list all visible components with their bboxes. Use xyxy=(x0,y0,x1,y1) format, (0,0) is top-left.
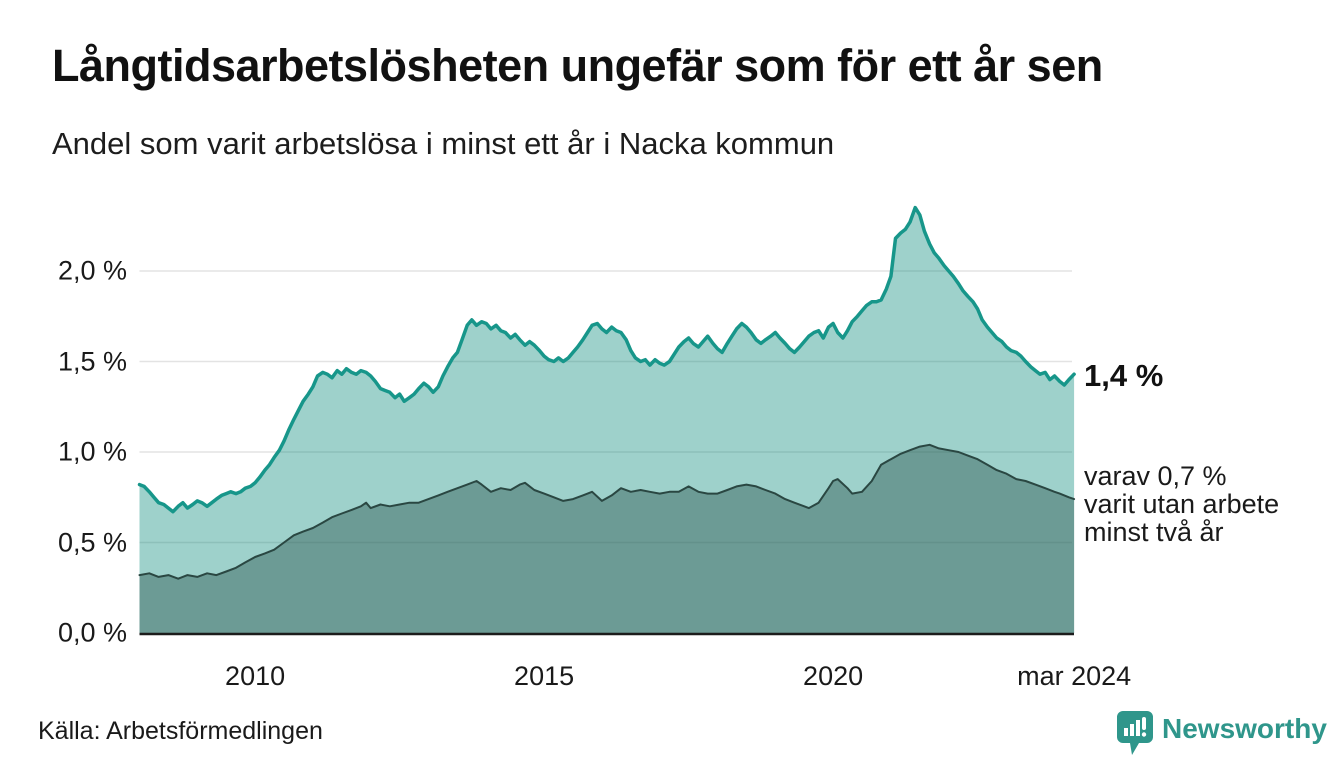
bar-1 xyxy=(1124,728,1128,736)
x-axis-label: mar 2024 xyxy=(1017,661,1132,691)
newsworthy-bubble-icon xyxy=(1117,711,1153,755)
newsworthy-logo: Newsworthy xyxy=(1116,710,1327,756)
brand-name: Newsworthy xyxy=(1162,713,1327,744)
x-axis-label: 2020 xyxy=(803,661,864,691)
area-fill-two-years xyxy=(139,444,1075,633)
bubble-shape xyxy=(1117,711,1153,755)
x-axis-label: 2010 xyxy=(225,661,286,691)
latest-value-label: 1,4 % xyxy=(1084,358,1164,393)
secondary-annotation: varav 0,7 % varit utan arbete minst två … xyxy=(1084,461,1280,547)
y-axis-label: 1,5 % xyxy=(57,346,127,376)
page-title: Långtidsarbetslösheten ungefär som för e… xyxy=(52,40,1103,91)
y-axis-label: 0,5 % xyxy=(57,527,127,557)
line-two-years xyxy=(138,443,1076,580)
y-axis-label: 1,0 % xyxy=(57,436,127,467)
area-fill-one-year xyxy=(139,207,1075,633)
y-axis-label: 0,0 % xyxy=(57,617,127,648)
page-subtitle: Andel som varit arbetslösa i minst ett å… xyxy=(52,126,835,161)
bar-2 xyxy=(1130,724,1134,736)
y-axis-label: 2,0 % xyxy=(57,255,127,286)
exclamation-dot xyxy=(1141,732,1147,737)
line-one-year xyxy=(137,205,1076,514)
x-axis-label: 2015 xyxy=(514,661,575,691)
exclamation-bar xyxy=(1142,717,1146,730)
source-credit: Källa: Arbetsförmedlingen xyxy=(38,717,323,745)
gridlines xyxy=(139,270,1072,544)
bar-3 xyxy=(1136,720,1140,736)
